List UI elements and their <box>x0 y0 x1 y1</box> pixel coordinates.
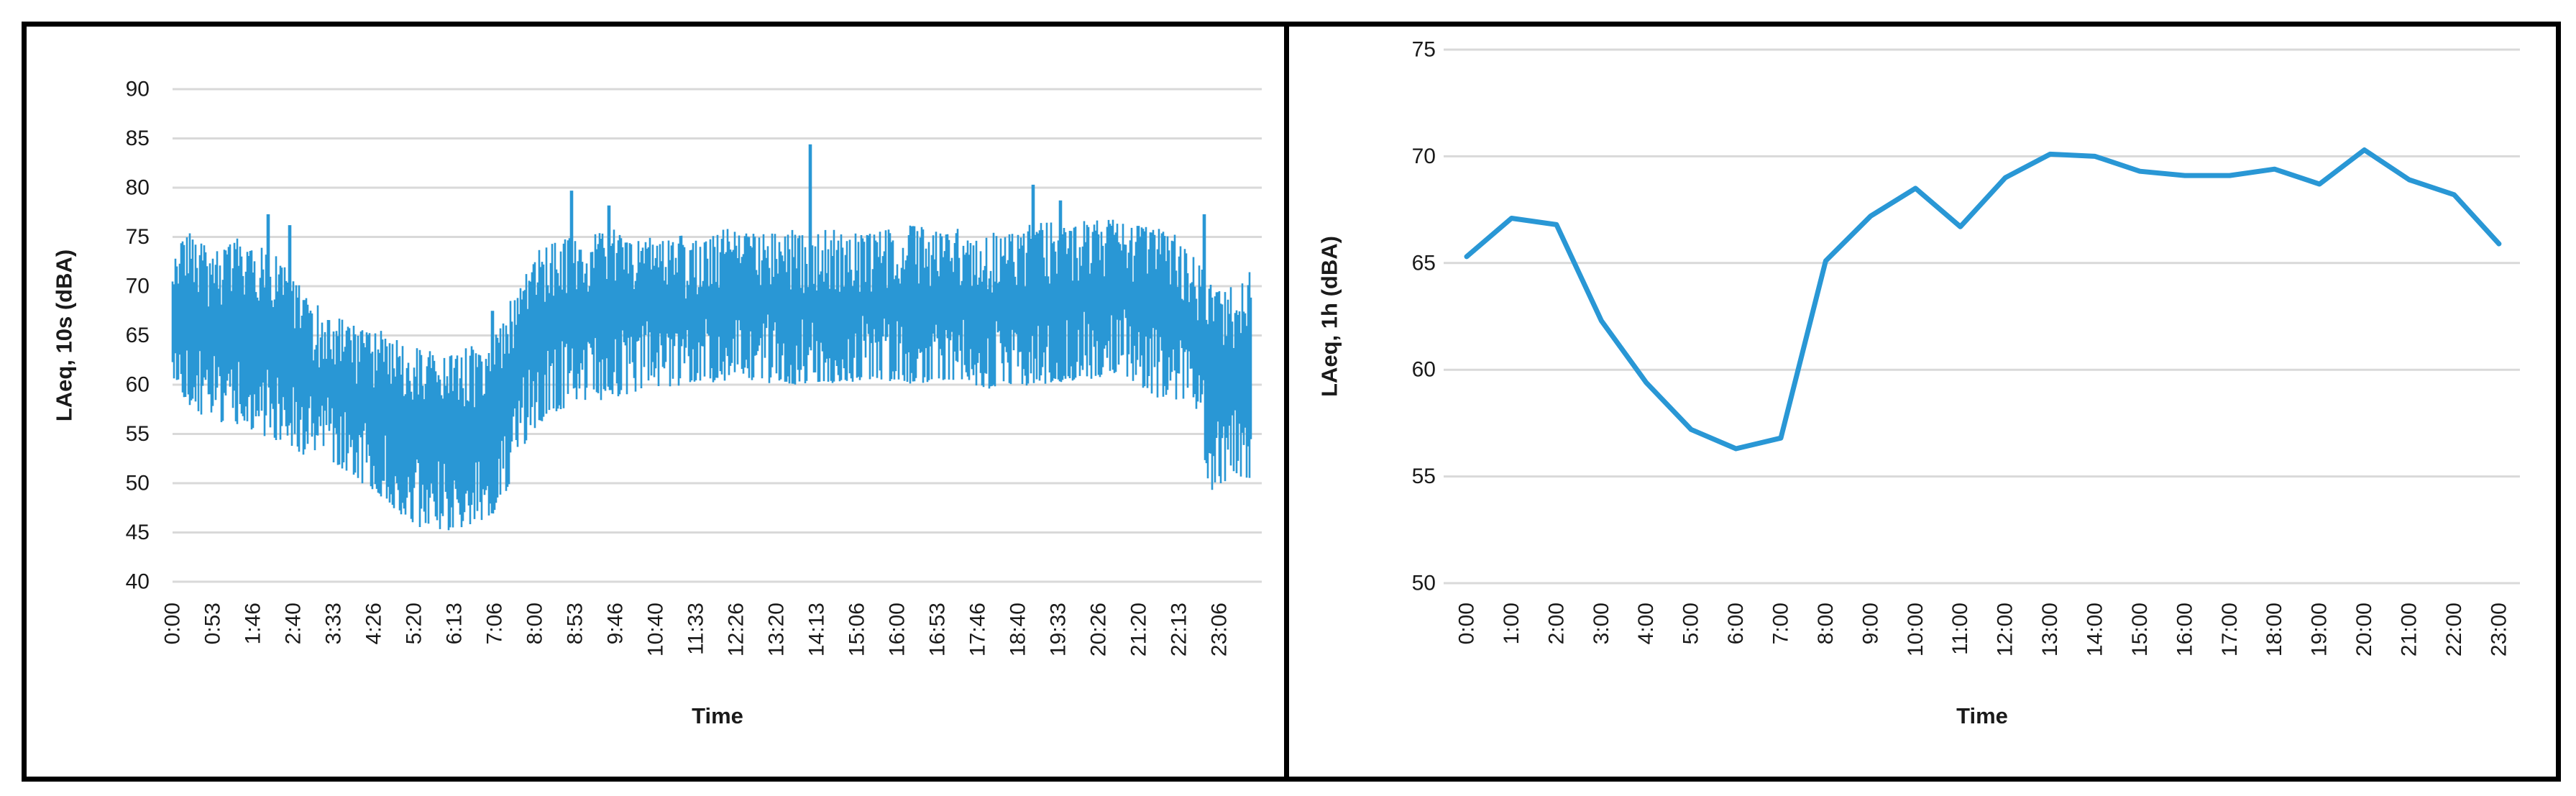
x-tick-label: 6:00 <box>1724 603 1748 644</box>
x-tick-label: 7:06 <box>482 603 506 644</box>
x-tick-label: 21:00 <box>2398 603 2421 657</box>
x-tick-label: 4:26 <box>362 603 385 644</box>
x-tick-label: 19:33 <box>1047 603 1071 657</box>
x-tick-label: 11:00 <box>1948 603 1972 655</box>
x-tick-label: 16:53 <box>926 603 950 657</box>
y-axis-title: LAeq, 1h (dBA) <box>1317 236 1342 397</box>
x-tick-label: 8:00 <box>1814 603 1838 644</box>
y-tick-label: 90 <box>126 78 150 101</box>
y-tick-label: 70 <box>1412 145 1436 168</box>
x-tick-label: 5:20 <box>402 603 426 644</box>
y-tick-label: 50 <box>1412 572 1436 595</box>
y-tick-label: 60 <box>1412 358 1436 382</box>
x-tick-label: 12:26 <box>724 603 748 657</box>
x-tick-label: 20:00 <box>2352 603 2376 657</box>
y-tick-label: 80 <box>126 176 150 200</box>
x-tick-label: 3:33 <box>322 603 346 644</box>
y-tick-label: 40 <box>126 570 150 594</box>
y-tick-label: 75 <box>126 225 150 249</box>
x-tick-label: 22:00 <box>2442 603 2466 657</box>
x-tick-label: 15:00 <box>2128 603 2152 657</box>
x-tick-label: 23:06 <box>1207 603 1231 657</box>
x-tick-label: 9:46 <box>604 603 628 644</box>
y-tick-label: 65 <box>126 324 150 347</box>
y-tick-label: 55 <box>126 422 150 446</box>
panel-divider <box>1284 27 1289 777</box>
x-tick-label: 2:00 <box>1544 603 1568 644</box>
x-tick-label: 2:40 <box>282 603 306 644</box>
laeq-1h-series <box>1464 147 2502 452</box>
x-axis-title: Time <box>692 703 743 728</box>
x-tick-label: 5:00 <box>1679 603 1703 644</box>
x-tick-label: 10:00 <box>1904 603 1928 657</box>
x-tick-label: 20:26 <box>1086 603 1110 657</box>
x-tick-label: 19:00 <box>2308 603 2332 657</box>
x-tick-label: 18:40 <box>1007 603 1030 657</box>
y-tick-label: 50 <box>126 472 150 495</box>
x-axis-title: Time <box>1956 703 2008 728</box>
y-tick-label: 85 <box>126 127 150 150</box>
y-axis-title: LAeq, 10s (dBA) <box>52 250 77 421</box>
x-tick-label: 22:13 <box>1167 603 1191 657</box>
y-tick-label: 65 <box>1412 251 1436 275</box>
x-tick-label: 7:00 <box>1769 603 1793 644</box>
y-tick-label: 60 <box>126 373 150 397</box>
x-tick-label: 13:20 <box>764 603 788 657</box>
y-tick-label: 55 <box>1412 465 1436 488</box>
x-tick-label: 0:00 <box>161 603 185 644</box>
x-tick-label: 23:00 <box>2487 603 2511 657</box>
x-tick-label: 14:00 <box>2084 603 2107 657</box>
y-tick-label: 75 <box>1412 38 1436 62</box>
y-tick-label: 45 <box>126 521 150 544</box>
x-tick-label: 1:00 <box>1500 603 1523 644</box>
x-tick-label: 8:00 <box>523 603 547 644</box>
x-tick-label: 11:33 <box>684 603 708 655</box>
x-tick-label: 14:13 <box>805 603 828 657</box>
x-tick-label: 3:00 <box>1590 603 1613 644</box>
x-tick-label: 16:00 <box>886 603 909 657</box>
x-tick-label: 15:06 <box>845 603 868 657</box>
x-tick-label: 6:13 <box>442 603 466 644</box>
x-tick-label: 16:00 <box>2173 603 2196 657</box>
dual-noise-level-charts: 90 85 80 75 70 65 60 55 50 45 40 0:00 0:53 1:46 2:40 3:… <box>52 27 2520 777</box>
x-tick-label: 21:20 <box>1127 603 1150 657</box>
x-tick-label: 0:53 <box>201 603 225 644</box>
x-tick-label: 13:00 <box>2038 603 2062 657</box>
x-tick-label: 17:00 <box>2218 603 2242 657</box>
x-tick-label: 8:53 <box>564 603 587 644</box>
x-tick-label: 4:00 <box>1634 603 1658 644</box>
y-tick-label: 70 <box>126 275 150 298</box>
x-tick-label: 18:00 <box>2263 603 2286 657</box>
x-tick-label: 10:40 <box>644 603 668 657</box>
x-tick-label: 9:00 <box>1858 603 1882 644</box>
outer-border: 90 85 80 75 70 65 60 55 50 45 40 0:00 0:53 1:46 2:40 3:… <box>22 22 2561 782</box>
x-tick-label: 1:46 <box>242 603 265 644</box>
x-tick-label: 17:46 <box>966 603 990 657</box>
laeq-10s-series <box>171 144 1252 531</box>
x-tick-label: 0:00 <box>1455 603 1479 644</box>
x-tick-label: 12:00 <box>1994 603 2017 657</box>
